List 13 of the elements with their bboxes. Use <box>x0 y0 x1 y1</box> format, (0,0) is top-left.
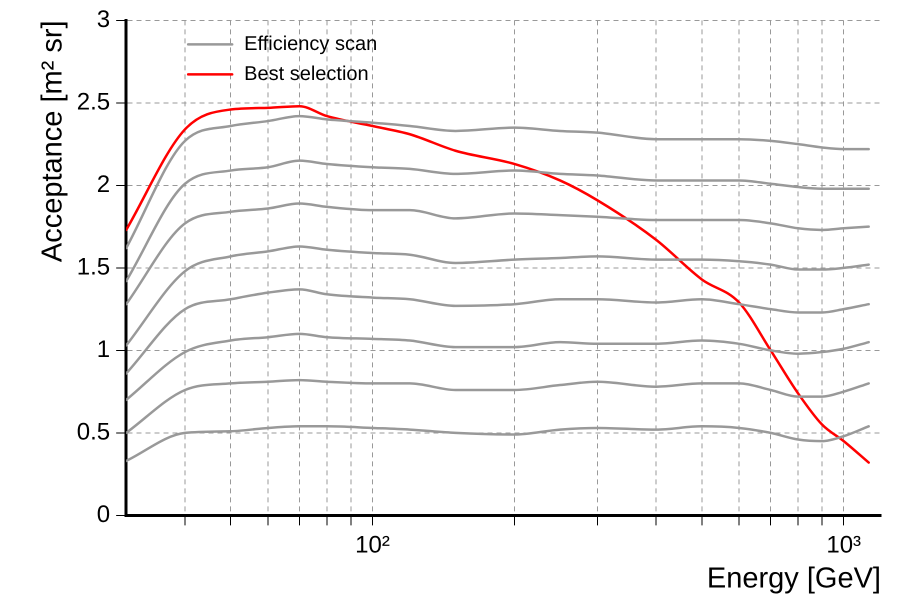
y-tick-label: 2 <box>96 171 110 198</box>
x-tick-label: 10² <box>355 531 390 558</box>
y-tick-label: 0 <box>96 501 110 528</box>
y-tick-label: 1.5 <box>76 254 110 281</box>
y-tick-label: 1 <box>96 336 110 364</box>
y-tick-label: 3 <box>96 6 110 34</box>
x-axis-title: Energy [GeV] <box>706 562 881 595</box>
legend-label: Efficiency scan <box>244 32 378 55</box>
y-tick-label: 0.5 <box>76 418 110 446</box>
y-tick-label: 2.5 <box>76 88 110 116</box>
x-tick-label: 10³ <box>826 531 862 558</box>
y-axis-title: Acceptance [m² sr] <box>36 20 68 262</box>
legend-label: Best selection <box>244 62 369 85</box>
